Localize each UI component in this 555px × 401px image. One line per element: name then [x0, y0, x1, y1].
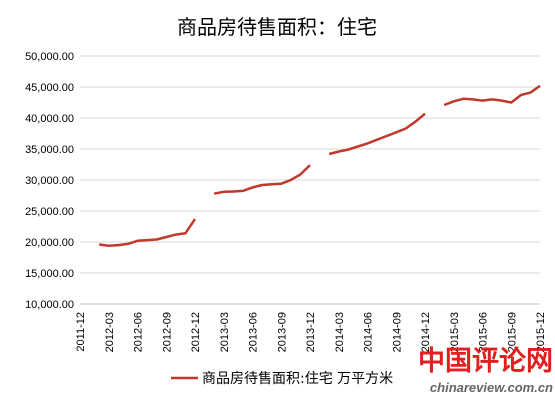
watermark-logo-text: 中国评论网: [418, 346, 553, 377]
x-tick-label: 2015-06: [478, 312, 490, 352]
x-tick-label: 2014-06: [363, 312, 375, 352]
x-tick-label: 2011-12: [75, 312, 87, 352]
series-line-segment: [99, 218, 197, 247]
series-line-segment: [443, 84, 541, 107]
y-tick-label: 35,000.00: [25, 144, 74, 156]
x-tick-label: 2012-09: [161, 312, 173, 352]
x-tick-label: 2015-03: [449, 312, 461, 352]
x-tick-label: 2012-03: [104, 312, 116, 352]
x-tick-label: 2013-06: [248, 312, 260, 352]
grid-lines: [80, 55, 540, 305]
x-tick-label: 2013-12: [305, 312, 317, 352]
series-lines: [99, 84, 541, 247]
y-tick-label: 15,000.00: [25, 268, 74, 280]
x-axis-ticks: 2011-12 2012-03 2012-06 2012-09 2012-12 2013-…: [75, 312, 547, 352]
watermark-url: chinareview.com.cn: [430, 380, 553, 395]
x-tick-label: 2014-12: [420, 312, 432, 352]
watermark: 中国评论网 chinareview.com.cn: [418, 346, 553, 395]
y-tick-label: 10,000.00: [25, 299, 74, 311]
x-tick-label: 2012-12: [190, 312, 202, 352]
chart-title: 商品房待售面积：住宅: [177, 15, 377, 39]
y-tick-label: 25,000.00: [25, 206, 74, 218]
x-tick-label: 2014-03: [334, 312, 346, 352]
y-tick-label: 50,000.00: [25, 51, 74, 63]
x-tick-label: 2013-09: [276, 312, 288, 352]
y-tick-label: 45,000.00: [25, 82, 74, 94]
x-tick-label: 2013-03: [219, 312, 231, 352]
x-tick-label: 2012-06: [133, 312, 145, 352]
legend-label: 商品房待售面积:住宅 万平方米: [202, 371, 393, 387]
y-axis-ticks: 10,000.00 15,000.00 20,000.00 25,000.00 30,0…: [25, 51, 74, 311]
y-tick-label: 30,000.00: [25, 175, 74, 187]
y-tick-label: 40,000.00: [25, 113, 74, 125]
x-tick-label: 2014-09: [391, 312, 403, 352]
x-tick-label: 2015-12: [535, 312, 547, 352]
y-tick-label: 20,000.00: [25, 237, 74, 249]
x-tick-label: 2015-09: [506, 312, 518, 352]
series-line-segment: [328, 112, 426, 156]
legend: 商品房待售面积:住宅 万平方米: [171, 371, 393, 387]
series-line-segment: [213, 164, 311, 195]
